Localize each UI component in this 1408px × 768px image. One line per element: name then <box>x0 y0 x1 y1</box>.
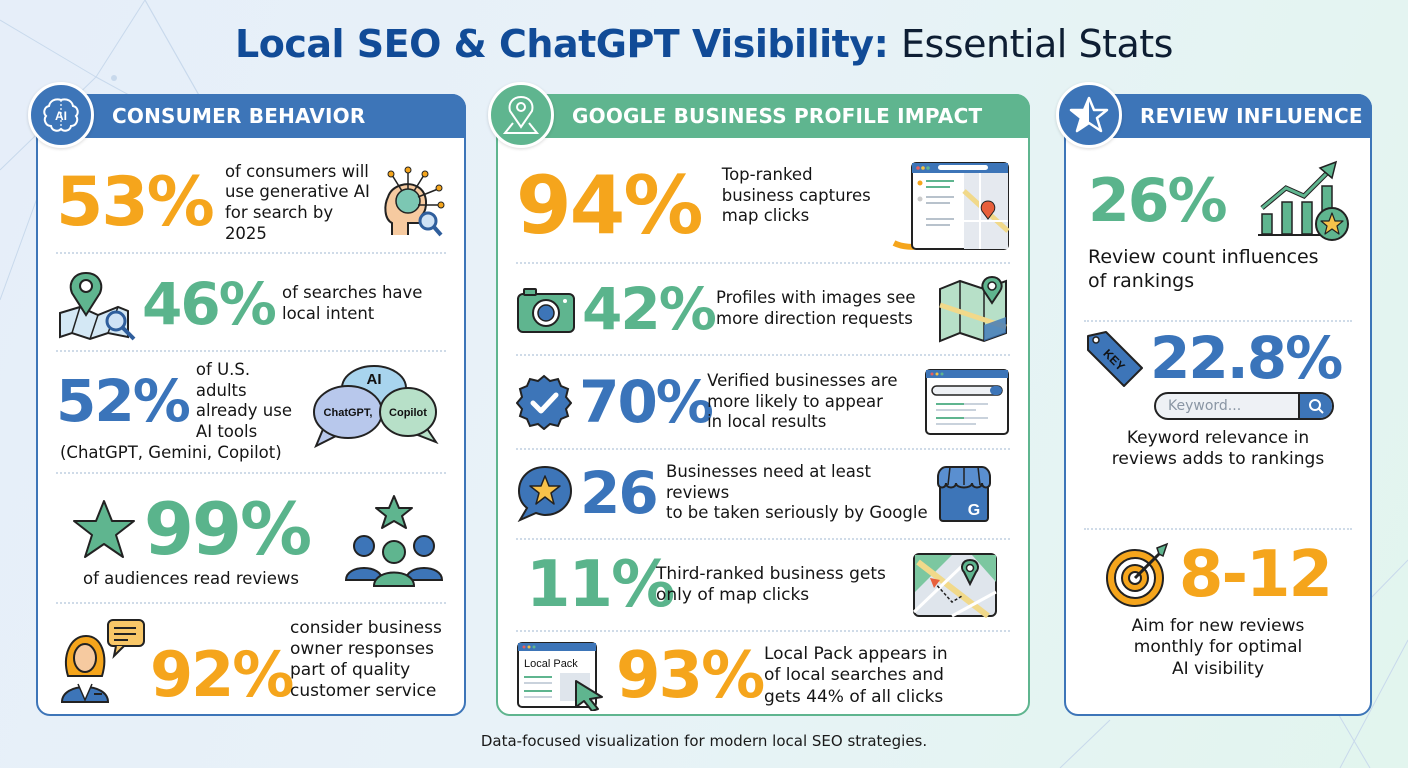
stat-description: Top-ranked business captures map clicks <box>721 165 871 226</box>
star-audience-icon <box>342 494 446 588</box>
stat-value: 92% <box>150 638 294 711</box>
stat-description: consider business owner responses part o… <box>290 617 442 702</box>
stat-row: 46% of searches have local intent <box>56 260 446 348</box>
stat-row: KEY 22.8% Keyword... Keyword relevance i… <box>1084 328 1352 508</box>
folded-map-icon <box>938 275 1010 343</box>
star-icon <box>1056 82 1122 148</box>
stat-description: of audiences read reviews <box>82 568 299 588</box>
stat-row: 94% Top-ranked business captures map cli… <box>516 156 1010 256</box>
consumer-behavior-panel: CONSUMER BEHAVIOR AI 53% of consumers wi… <box>28 82 466 716</box>
stat-row: 70% Verified businesses are more likely … <box>516 362 1010 442</box>
support-agent-icon <box>56 616 150 704</box>
review-influence-panel: REVIEW INFLUENCE 26% <box>1056 82 1372 716</box>
svg-text:Local Pack: Local Pack <box>524 658 578 670</box>
divider <box>516 538 1010 540</box>
stat-value: 8-12 <box>1178 538 1333 612</box>
stat-value: 70% <box>579 368 714 436</box>
map-pin-search-icon <box>56 267 142 341</box>
stat-description: Local Pack appears in of local searches … <box>764 644 948 707</box>
svg-text:AI: AI <box>367 371 382 388</box>
stat-description: of consumers will use generative AI for … <box>224 161 370 243</box>
divider <box>56 350 446 352</box>
stat-value: 53% <box>56 163 215 242</box>
svg-text:ChatGPT,: ChatGPT, <box>324 407 373 419</box>
stat-row: 26% Revi <box>1084 158 1352 298</box>
stat-row: 52% of U.S. adults already use AI tools … <box>56 360 446 470</box>
panel-header: CONSUMER BEHAVIOR <box>36 94 466 138</box>
stat-description: Keyword relevance in reviews adds to ran… <box>1111 428 1325 470</box>
divider <box>56 602 446 604</box>
divider <box>516 262 1010 264</box>
stat-row: Local Pack 93% Local Pack appears in of … <box>516 636 1010 716</box>
search-icon[interactable] <box>1298 394 1332 418</box>
stat-value: 42% <box>582 275 717 343</box>
gbp-impact-panel: GOOGLE BUSINESS PROFILE IMPACT 94% Top-r… <box>488 82 1030 716</box>
stat-value: 52% <box>56 367 191 436</box>
svg-text:G: G <box>968 502 980 519</box>
stat-value: 26 <box>580 459 659 527</box>
stat-row: 11% Third-ranked business gets only of m… <box>516 546 1010 624</box>
stat-row: 26 Businesses need at least reviews to b… <box>516 456 1010 530</box>
stat-description: of searches have local intent <box>282 283 423 323</box>
title-highlight: Local SEO & ChatGPT Visibility: <box>235 22 889 66</box>
stat-row: 53% of consumers will use generative AI … <box>56 158 446 248</box>
stat-row: 92% consider business owner responses pa… <box>56 610 446 710</box>
stat-description: Verified businesses are more likely to a… <box>707 371 898 432</box>
stat-description: Review count influences of rankings <box>1088 246 1319 292</box>
map-route-icon <box>912 552 998 618</box>
footer-caption: Data-focused visualization for modern lo… <box>480 732 928 750</box>
stat-value: 22.8% <box>1150 324 1343 392</box>
svg-text:AI: AI <box>55 109 67 123</box>
panel-header: GOOGLE BUSINESS PROFILE IMPACT <box>496 94 1030 138</box>
stat-subtext: (ChatGPT, Gemini, Copilot) <box>60 442 282 462</box>
stat-value: 93% <box>616 639 765 713</box>
divider <box>516 448 1010 450</box>
stat-description: Businesses need at least reviews to be t… <box>666 462 928 523</box>
chat-bubbles-icon: AI ChatGPT, Copilot <box>306 360 446 460</box>
local-pack-browser-icon: Local Pack <box>516 641 616 711</box>
stat-value: 46% <box>142 270 277 338</box>
stat-row: 42% Profiles with images see more direct… <box>516 270 1010 348</box>
divider <box>1084 320 1352 322</box>
svg-text:Copilot: Copilot <box>389 407 427 419</box>
key-tag-icon: KEY <box>1084 328 1150 388</box>
divider <box>56 472 446 474</box>
google-storefront-icon: G <box>934 463 994 523</box>
location-pin-icon <box>488 82 554 148</box>
stat-value: 99% <box>143 486 312 571</box>
divider <box>516 630 1010 632</box>
divider <box>516 354 1010 356</box>
stat-description: Third-ranked business gets only of map c… <box>656 563 886 605</box>
search-results-browser-icon <box>924 368 1010 436</box>
divider <box>1084 528 1352 530</box>
stat-row: 8-12 Aim for new reviews monthly for opt… <box>1084 542 1352 702</box>
ai-brain-icon: AI <box>28 82 94 148</box>
keyword-search-bar[interactable]: Keyword... <box>1154 392 1334 420</box>
stat-value: 94% <box>516 159 703 252</box>
stat-value: 26% <box>1088 166 1228 236</box>
star-icon <box>72 499 136 559</box>
verified-badge-icon <box>516 374 579 430</box>
title-rest: Essential Stats <box>901 22 1173 66</box>
growth-chart-star-icon <box>1256 158 1352 244</box>
stat-row: 99% of audiences read reviews <box>56 482 446 600</box>
stat-value: 11% <box>526 548 675 622</box>
keyword-search-input[interactable]: Keyword... <box>1168 398 1242 414</box>
stat-description: of U.S. adults already use AI tools <box>195 360 292 441</box>
page-title: Local SEO & ChatGPT Visibility: Essentia… <box>0 22 1408 66</box>
stat-description: Profiles with images see more direction … <box>716 288 916 328</box>
camera-icon <box>516 284 582 334</box>
stat-description: Aim for new reviews monthly for optimal … <box>1131 616 1305 679</box>
divider <box>56 252 446 254</box>
ai-head-search-icon <box>378 165 446 241</box>
star-chat-icon <box>516 464 580 522</box>
map-listing-browser-icon <box>890 161 1010 251</box>
target-arrow-icon <box>1105 542 1171 608</box>
